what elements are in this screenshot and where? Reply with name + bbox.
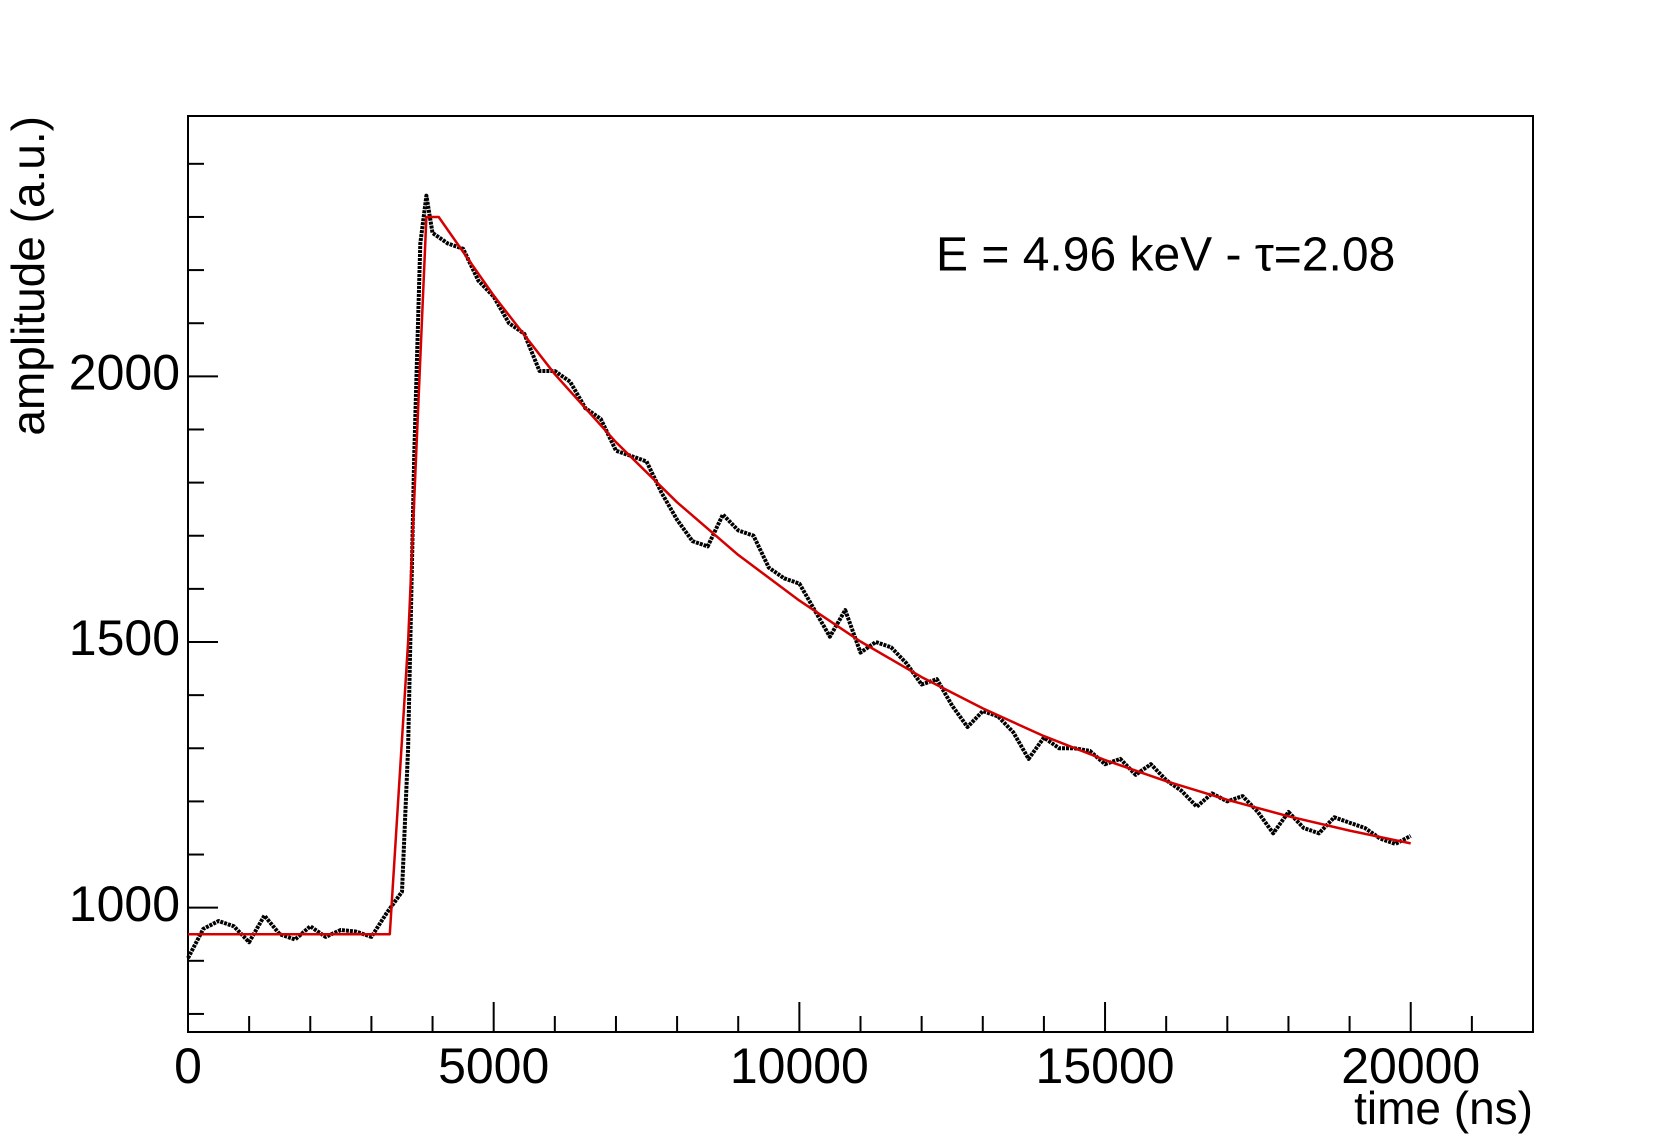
annotation: E = 4.96 keV - τ=2.08 xyxy=(936,229,1395,282)
y-tick-label: 1500 xyxy=(69,610,180,666)
x-tick-label: 5000 xyxy=(438,1038,549,1094)
x-tick-label: 0 xyxy=(174,1038,202,1094)
fit-line xyxy=(188,215,1411,936)
y-axis-label: amplitude (a.u.) xyxy=(2,116,54,436)
x-tick-label: 20000 xyxy=(1341,1038,1480,1094)
x-tick-label: 15000 xyxy=(1036,1038,1175,1094)
x-tick-label: 10000 xyxy=(730,1038,869,1094)
signal-line xyxy=(186,193,1412,960)
x-axis-label: time (ns) xyxy=(1354,1082,1533,1134)
y-tick-label: 2000 xyxy=(69,345,180,401)
y-tick-label: 1000 xyxy=(69,876,180,932)
